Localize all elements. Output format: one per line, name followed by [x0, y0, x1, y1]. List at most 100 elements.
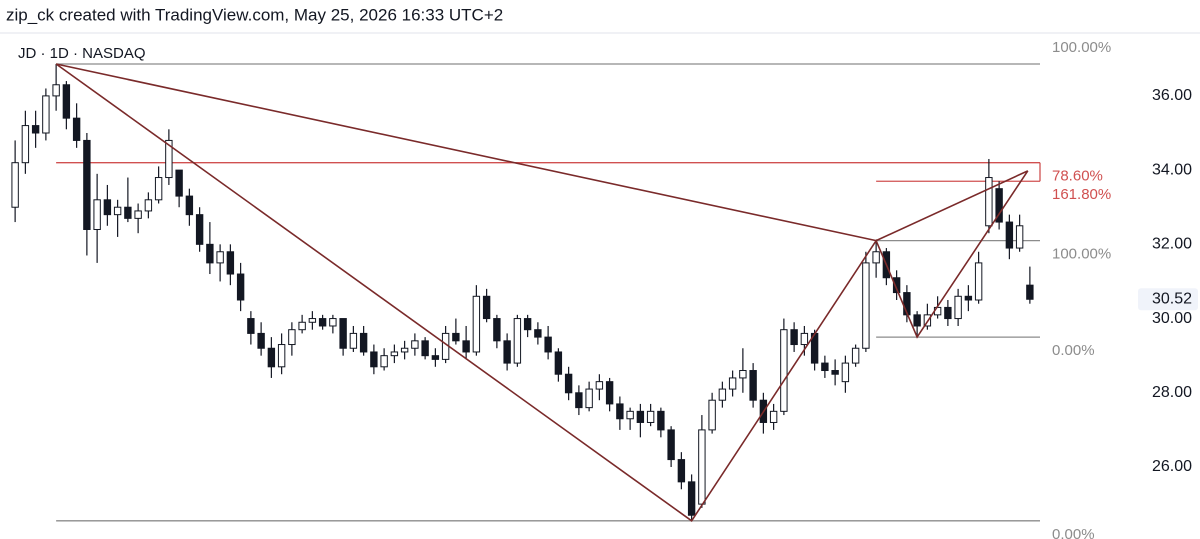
candle-body [144, 199, 153, 212]
candle-body [21, 125, 30, 164]
candle-body [544, 336, 552, 353]
candle-body [780, 329, 788, 412]
candle-body [113, 206, 122, 216]
candle-body [493, 318, 501, 342]
candle-body [698, 429, 706, 505]
candle-body [62, 84, 71, 119]
candle-body [728, 377, 737, 390]
candle-body [175, 169, 183, 197]
candle-body [165, 139, 173, 179]
candle-body [349, 332, 358, 349]
candle-body [93, 199, 101, 230]
candle-body [595, 381, 604, 390]
candle-body [831, 370, 839, 375]
candle-body [964, 295, 973, 301]
candle-body [124, 206, 132, 219]
candle-body [216, 251, 224, 264]
pattern-diagonal [875, 170, 1029, 242]
fib-label: 161.80% [1052, 186, 1111, 203]
candle-body [800, 332, 809, 346]
candle-body [257, 332, 265, 349]
candle-body [585, 388, 593, 409]
y-tick-label: 32.00 [1152, 236, 1192, 253]
y-tick-label: 34.00 [1152, 161, 1192, 178]
candle-body [318, 318, 327, 327]
candle-body [185, 195, 194, 216]
candle-body [52, 84, 60, 97]
candle-body [298, 321, 306, 331]
candle-body [564, 373, 573, 394]
candle-body [657, 410, 665, 431]
pattern-diagonal [55, 63, 877, 242]
candle-body [626, 410, 634, 420]
candle-body [646, 410, 655, 423]
candle-body [390, 351, 399, 357]
candle-body [462, 340, 470, 353]
candle-body [718, 388, 727, 401]
candle-body [277, 344, 286, 368]
header: zip_ck created with TradingView.com, May… [6, 5, 503, 24]
candle-body [431, 355, 440, 360]
candle-body [944, 306, 952, 320]
candle-body [667, 429, 675, 461]
candle-body [739, 370, 747, 379]
candle-body [913, 314, 921, 327]
candle-body [421, 340, 429, 357]
candle-body [523, 318, 532, 331]
last-price-label: 30.52 [1152, 290, 1192, 307]
candle-body [400, 347, 409, 353]
y-tick-label: 30.00 [1152, 310, 1192, 327]
candle-body [42, 95, 50, 134]
candle-body [708, 399, 716, 431]
candle-body [862, 262, 870, 349]
candle-body [503, 340, 511, 364]
candle-body [11, 162, 19, 208]
fib-label: 0.00% [1052, 342, 1095, 359]
candle-body [154, 177, 163, 201]
candle-body [841, 362, 850, 383]
candle-body [985, 177, 993, 227]
candle-body [411, 340, 419, 349]
candle-body [267, 347, 276, 368]
candle-body [616, 403, 624, 420]
candle-body [677, 459, 686, 483]
candle-body [195, 214, 204, 245]
pattern-legs [55, 63, 1029, 522]
fib-label: 100.00% [1052, 246, 1111, 263]
candle-body [339, 318, 347, 349]
candle-body [72, 117, 81, 141]
candle-body [83, 139, 91, 230]
candle-body [636, 410, 645, 423]
candle-body [892, 277, 901, 294]
candle-body [821, 362, 829, 372]
candle-body [308, 318, 317, 323]
candle-body [380, 355, 388, 368]
candle-body [995, 188, 1003, 223]
candle-body [134, 210, 142, 219]
candle-body [534, 329, 542, 338]
candle-body [236, 273, 245, 301]
candle-body [329, 318, 337, 327]
chart-title: JD · 1D · NASDAQ [18, 45, 146, 62]
candle-body [370, 351, 378, 368]
candle-body [974, 262, 983, 301]
candle-body [575, 392, 583, 409]
candle-body [605, 381, 614, 405]
fib-label: 100.00% [1052, 39, 1111, 56]
candle-body [452, 332, 460, 342]
candle-body [103, 199, 112, 216]
candle-body [472, 295, 481, 353]
candle-body [851, 347, 860, 364]
candle-body [513, 318, 522, 364]
y-tick-label: 36.00 [1152, 87, 1192, 104]
fib-label: 0.00% [1052, 526, 1095, 539]
y-tick-label: 28.00 [1152, 384, 1192, 401]
candle-body [482, 295, 491, 320]
candle-body [1005, 221, 1014, 249]
candle-body [749, 370, 757, 401]
candle-body [206, 243, 214, 264]
candle-body [1015, 225, 1024, 249]
candle-body [687, 481, 696, 516]
candle-body [31, 125, 40, 134]
